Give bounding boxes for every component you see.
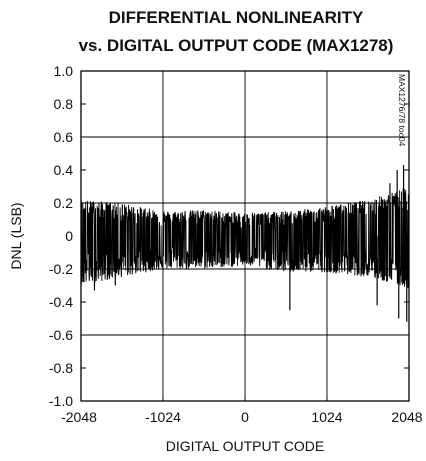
y-tick-label: 0 bbox=[65, 228, 73, 244]
x-tick-label: 0 bbox=[241, 409, 249, 425]
y-tick-label: 0.6 bbox=[54, 129, 74, 145]
x-tick-label: -2048 bbox=[61, 409, 97, 425]
x-tick-label: 2048 bbox=[391, 409, 422, 425]
dnl-trace bbox=[80, 188, 410, 288]
y-tick-labels: 1.0 0.8 0.6 0.4 0.2 0 -0.2 -0.4 -0.6 -0.8 -1.0 bbox=[49, 63, 73, 409]
x-tick-label: 1024 bbox=[311, 409, 342, 425]
x-tick-labels: -2048 -1024 0 1024 2048 bbox=[61, 409, 423, 425]
figure-id-label: MAX1276/78 toc04 bbox=[397, 74, 407, 147]
chart-title-line-2: vs. DIGITAL OUTPUT CODE (MAX1278) bbox=[79, 36, 394, 55]
x-tick-label: -1024 bbox=[145, 409, 181, 425]
y-tick-label: 0.4 bbox=[54, 162, 74, 178]
chart-title-line-1: DIFFERENTIAL NONLINEARITY bbox=[109, 8, 364, 27]
y-tick-label: 1.0 bbox=[54, 63, 74, 79]
dnl-series bbox=[80, 165, 410, 322]
y-tick-label: 0.2 bbox=[54, 195, 74, 211]
y-tick-label: -1.0 bbox=[49, 393, 73, 409]
y-tick-label: -0.2 bbox=[49, 261, 73, 277]
y-tick-label: -0.8 bbox=[49, 360, 73, 376]
y-tick-label: -0.6 bbox=[49, 327, 73, 343]
y-tick-label: -0.4 bbox=[49, 294, 73, 310]
x-axis-label: DIGITAL OUTPUT CODE bbox=[166, 438, 324, 454]
y-tick-label: 0.8 bbox=[54, 96, 74, 112]
y-axis-label: DNL (LSB) bbox=[8, 202, 24, 269]
